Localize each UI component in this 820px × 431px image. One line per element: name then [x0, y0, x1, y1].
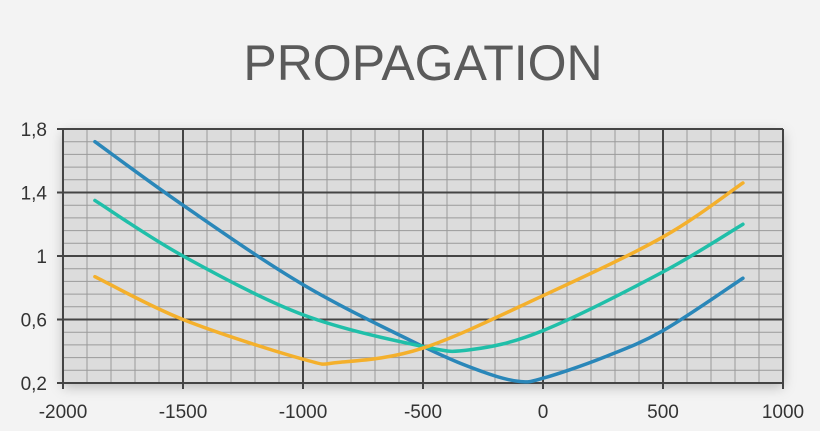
x-tick-label: -500	[404, 402, 442, 423]
x-tick-label: 1000	[762, 402, 804, 423]
series-line-1	[93, 139, 745, 384]
y-tick-label: 1	[36, 247, 47, 268]
x-tick-label: 500	[647, 402, 679, 423]
y-tick-label: 0,2	[21, 374, 47, 395]
x-tick-label: -1500	[159, 402, 208, 423]
y-tick-label: 1,8	[21, 120, 47, 141]
x-tick-label: 0	[538, 402, 549, 423]
x-tick-label: -2000	[39, 402, 88, 423]
y-tick-label: 0,6	[21, 311, 47, 332]
x-tick-label: -1000	[279, 402, 328, 423]
y-tick-label: 1,4	[21, 184, 48, 205]
series-line-2	[93, 198, 745, 354]
chart-title: PROPAGATION	[243, 35, 603, 91]
series-line-3	[93, 181, 745, 366]
